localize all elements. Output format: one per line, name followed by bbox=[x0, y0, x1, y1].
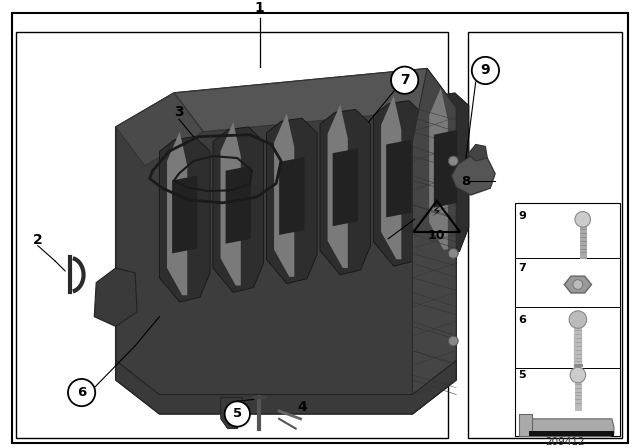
Polygon shape bbox=[94, 268, 137, 327]
Polygon shape bbox=[167, 132, 188, 295]
Text: 7: 7 bbox=[400, 73, 410, 87]
Text: 5: 5 bbox=[233, 408, 242, 421]
Text: 3: 3 bbox=[174, 105, 184, 119]
Polygon shape bbox=[328, 104, 348, 268]
Text: 5: 5 bbox=[518, 370, 526, 380]
Polygon shape bbox=[116, 69, 456, 414]
Polygon shape bbox=[116, 93, 204, 166]
Bar bbox=[515, 203, 620, 436]
Polygon shape bbox=[527, 419, 614, 436]
Polygon shape bbox=[266, 118, 317, 284]
Polygon shape bbox=[412, 69, 456, 414]
Text: 9: 9 bbox=[518, 211, 526, 221]
Circle shape bbox=[68, 379, 95, 406]
Polygon shape bbox=[422, 93, 469, 256]
Polygon shape bbox=[221, 397, 242, 429]
Circle shape bbox=[449, 156, 458, 166]
Circle shape bbox=[449, 336, 458, 346]
Bar bbox=[529, 431, 614, 436]
Bar bbox=[468, 31, 621, 438]
Polygon shape bbox=[172, 176, 197, 254]
Bar bbox=[17, 31, 449, 438]
Polygon shape bbox=[274, 113, 294, 277]
Polygon shape bbox=[116, 361, 456, 414]
Polygon shape bbox=[279, 157, 305, 235]
Text: 6: 6 bbox=[518, 314, 526, 325]
Circle shape bbox=[225, 401, 250, 426]
Polygon shape bbox=[226, 166, 251, 244]
Text: 9: 9 bbox=[481, 64, 490, 78]
Circle shape bbox=[573, 280, 583, 289]
Circle shape bbox=[391, 67, 419, 94]
Polygon shape bbox=[374, 101, 424, 266]
Text: 10: 10 bbox=[428, 229, 445, 242]
Polygon shape bbox=[381, 96, 401, 259]
Polygon shape bbox=[386, 140, 412, 217]
Polygon shape bbox=[221, 122, 241, 285]
Circle shape bbox=[449, 249, 458, 258]
Circle shape bbox=[575, 211, 591, 227]
Text: 1: 1 bbox=[255, 1, 264, 15]
Text: 7: 7 bbox=[518, 263, 526, 273]
Polygon shape bbox=[159, 137, 210, 302]
Polygon shape bbox=[451, 154, 495, 195]
Circle shape bbox=[570, 367, 586, 383]
Polygon shape bbox=[564, 276, 591, 293]
Polygon shape bbox=[429, 88, 448, 250]
Polygon shape bbox=[320, 109, 371, 275]
Polygon shape bbox=[333, 148, 358, 226]
Text: 209412: 209412 bbox=[545, 437, 585, 447]
Polygon shape bbox=[468, 144, 488, 161]
Polygon shape bbox=[174, 69, 456, 132]
Text: 4: 4 bbox=[298, 400, 307, 414]
Polygon shape bbox=[434, 130, 457, 208]
Text: ⚡: ⚡ bbox=[432, 206, 442, 220]
Text: 6: 6 bbox=[77, 386, 86, 399]
Circle shape bbox=[472, 57, 499, 84]
Text: 8: 8 bbox=[461, 175, 470, 188]
Polygon shape bbox=[520, 414, 532, 436]
Circle shape bbox=[569, 311, 587, 328]
Text: 2: 2 bbox=[33, 233, 43, 247]
Polygon shape bbox=[213, 127, 264, 293]
